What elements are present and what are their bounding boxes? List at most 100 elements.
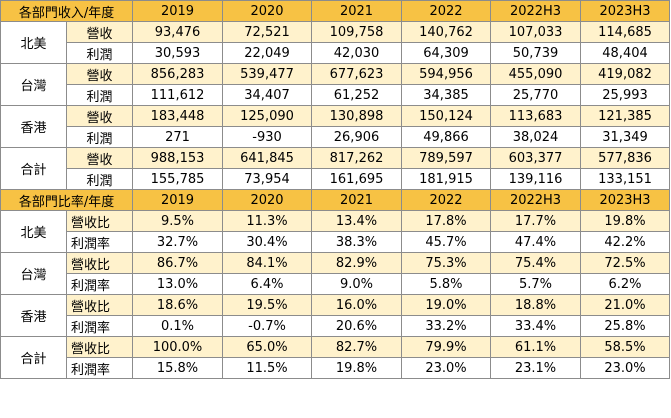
value-cell: 25.8% [580, 315, 671, 337]
metric-label: 營收比 [65, 252, 134, 274]
value-cell: 181,915 [401, 168, 492, 190]
year-header: 2019 [132, 0, 224, 22]
value-cell: 19.8% [580, 210, 671, 232]
value-cell: 26,906 [311, 126, 403, 148]
value-cell: 130,898 [311, 105, 403, 127]
value-cell: 789,597 [401, 147, 492, 169]
value-cell: 11.3% [222, 210, 313, 232]
table-row: 台灣 營收比 86.7% 84.1% 82.9% 75.3% 75.4% 72.5% [0, 252, 671, 295]
value-cell: 9.5% [132, 210, 224, 232]
value-cell: 155,785 [132, 168, 224, 190]
value-cell: 75.3% [401, 252, 492, 274]
value-cell: 21.0% [580, 294, 671, 316]
value-cell: 5.7% [490, 273, 582, 295]
value-cell: 100.0% [132, 336, 224, 358]
metric-label: 利潤率 [65, 315, 134, 337]
value-cell: 139,116 [490, 168, 582, 190]
value-cell: 61.1% [490, 336, 582, 358]
table-row: 香港 營收比 18.6% 19.5% 16.0% 19.0% 18.8% 21.0% [0, 294, 671, 337]
value-cell: 817,262 [311, 147, 403, 169]
table-row: 北美 營收比 9.5% 11.3% 13.4% 17.8% 17.7% 19.8% [0, 210, 671, 253]
year-header: 2022 [401, 0, 492, 22]
metric-label: 營收 [65, 63, 134, 85]
value-cell: 856,283 [132, 63, 224, 85]
region-label: 台灣 [0, 252, 67, 295]
region-label: 合計 [0, 336, 67, 379]
section-header-label: 各部門比率/年度 [0, 189, 134, 211]
value-cell: 125,090 [222, 105, 313, 127]
value-cell: 677,623 [311, 63, 403, 85]
value-cell: 65.0% [222, 336, 313, 358]
value-cell: 133,151 [580, 168, 671, 190]
value-cell: 25,770 [490, 84, 582, 106]
value-cell: 79.9% [401, 336, 492, 358]
value-cell: 45.7% [401, 231, 492, 253]
value-cell: 107,033 [490, 21, 582, 43]
year-header: 2019 [132, 189, 224, 211]
table-row: 利潤率 15.8% 11.5% 19.8% 23.0% 23.1% 23.0% [1, 357, 671, 379]
metric-label: 利潤 [65, 126, 134, 148]
metric-label: 利潤 [65, 168, 134, 190]
header-row: 各部門收入/年度 2019 2020 2021 2022 2022H3 2023H3 [0, 0, 671, 22]
metric-label: 營收比 [65, 210, 134, 232]
value-cell: 50,739 [490, 42, 582, 64]
value-cell: 150,124 [401, 105, 492, 127]
value-cell: 82.7% [311, 336, 403, 358]
value-cell: 73,954 [222, 168, 313, 190]
value-cell: 9.0% [311, 273, 403, 295]
value-cell: 47.4% [490, 231, 582, 253]
value-cell: 17.8% [401, 210, 492, 232]
year-header: 2022H3 [490, 0, 582, 22]
value-cell: 84.1% [222, 252, 313, 274]
region-label: 香港 [0, 105, 67, 148]
table-row: 利潤 271 -930 26,906 49,866 38,024 31,349 [1, 126, 671, 148]
value-cell: 23.1% [490, 357, 582, 379]
metric-label: 營收 [65, 105, 134, 127]
value-cell: 18.6% [132, 294, 224, 316]
value-cell: 140,762 [401, 21, 492, 43]
table-row: 利潤率 32.7% 30.4% 38.3% 45.7% 47.4% 42.2% [1, 231, 671, 253]
metric-label: 營收比 [65, 336, 134, 358]
value-cell: 594,956 [401, 63, 492, 85]
value-cell: 988,153 [132, 147, 224, 169]
value-cell: 641,845 [222, 147, 313, 169]
value-cell: 19.5% [222, 294, 313, 316]
table-row: 利潤 111,612 34,407 61,252 34,385 25,770 25,993 [1, 84, 671, 106]
value-cell: 109,758 [311, 21, 403, 43]
value-cell: 34,407 [222, 84, 313, 106]
metric-label: 利潤率 [65, 231, 134, 253]
value-cell: 161,695 [311, 168, 403, 190]
value-cell: 48,404 [580, 42, 671, 64]
table-row: 北美 營收 93,476 72,521 109,758 140,762 107,033 114… [0, 21, 671, 64]
region-label: 北美 [0, 21, 67, 64]
value-cell: 58.5% [580, 336, 671, 358]
value-cell: 0.1% [132, 315, 224, 337]
region-label: 合計 [0, 147, 67, 190]
year-header: 2023H3 [580, 0, 671, 22]
value-cell: 113,683 [490, 105, 582, 127]
value-cell: 271 [132, 126, 224, 148]
metric-label: 利潤率 [65, 357, 134, 379]
metric-label: 利潤 [65, 42, 134, 64]
metric-label: 利潤率 [65, 273, 134, 295]
department-financial-table: 各部門收入/年度 2019 2020 2021 2022 2022H3 2023H3 北美 營收… [0, 0, 671, 379]
region-label: 香港 [0, 294, 67, 337]
table-row: 利潤率 0.1% -0.7% 20.6% 33.2% 33.4% 25.8% [1, 315, 671, 337]
year-header: 2020 [222, 0, 313, 22]
table-row: 香港 營收 183,448 125,090 130,898 150,124 113,683 1… [0, 105, 671, 148]
header-row: 各部門比率/年度 2019 2020 2021 2022 2022H3 2023H3 [0, 189, 671, 211]
value-cell: 603,377 [490, 147, 582, 169]
value-cell: 19.0% [401, 294, 492, 316]
year-header: 2020 [222, 189, 313, 211]
value-cell: 114,685 [580, 21, 671, 43]
value-cell: 75.4% [490, 252, 582, 274]
value-cell: -0.7% [222, 315, 313, 337]
value-cell: 6.2% [580, 273, 671, 295]
value-cell: 19.8% [311, 357, 403, 379]
value-cell: 32.7% [132, 231, 224, 253]
value-cell: 13.4% [311, 210, 403, 232]
section-header-label: 各部門收入/年度 [0, 0, 134, 22]
table-row: 利潤 155,785 73,954 161,695 181,915 139,116 133,… [1, 168, 671, 190]
value-cell: 82.9% [311, 252, 403, 274]
value-cell: 33.4% [490, 315, 582, 337]
